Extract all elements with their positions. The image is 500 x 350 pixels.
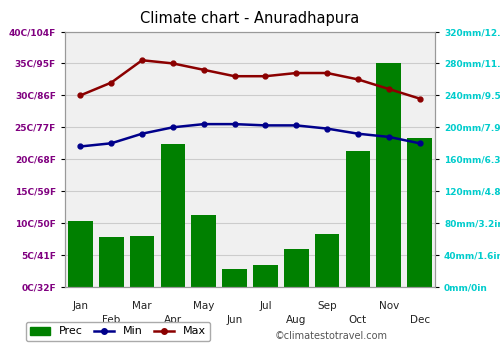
Text: Jan: Jan <box>72 301 88 311</box>
Text: Aug: Aug <box>286 315 306 325</box>
Bar <box>346 151 370 287</box>
Text: Apr: Apr <box>164 315 182 325</box>
Bar <box>222 270 247 287</box>
Text: Dec: Dec <box>410 315 430 325</box>
Bar <box>160 144 186 287</box>
Text: Jul: Jul <box>259 301 272 311</box>
Text: Jun: Jun <box>226 315 242 325</box>
Bar <box>192 215 216 287</box>
Bar <box>99 238 124 287</box>
Text: Nov: Nov <box>378 301 399 311</box>
Text: ©climatestotravel.com: ©climatestotravel.com <box>275 331 388 341</box>
Bar <box>376 63 401 287</box>
Text: Oct: Oct <box>349 315 367 325</box>
Text: Sep: Sep <box>318 301 337 311</box>
Text: May: May <box>193 301 214 311</box>
Legend: Prec, Min, Max: Prec, Min, Max <box>26 322 210 341</box>
Bar <box>253 265 278 287</box>
Bar <box>284 250 308 287</box>
Bar <box>130 236 154 287</box>
Bar <box>315 234 340 287</box>
Title: Climate chart - Anuradhapura: Climate chart - Anuradhapura <box>140 11 360 26</box>
Text: Feb: Feb <box>102 315 120 325</box>
Bar <box>407 139 432 287</box>
Bar <box>68 221 93 287</box>
Text: Mar: Mar <box>132 301 152 311</box>
